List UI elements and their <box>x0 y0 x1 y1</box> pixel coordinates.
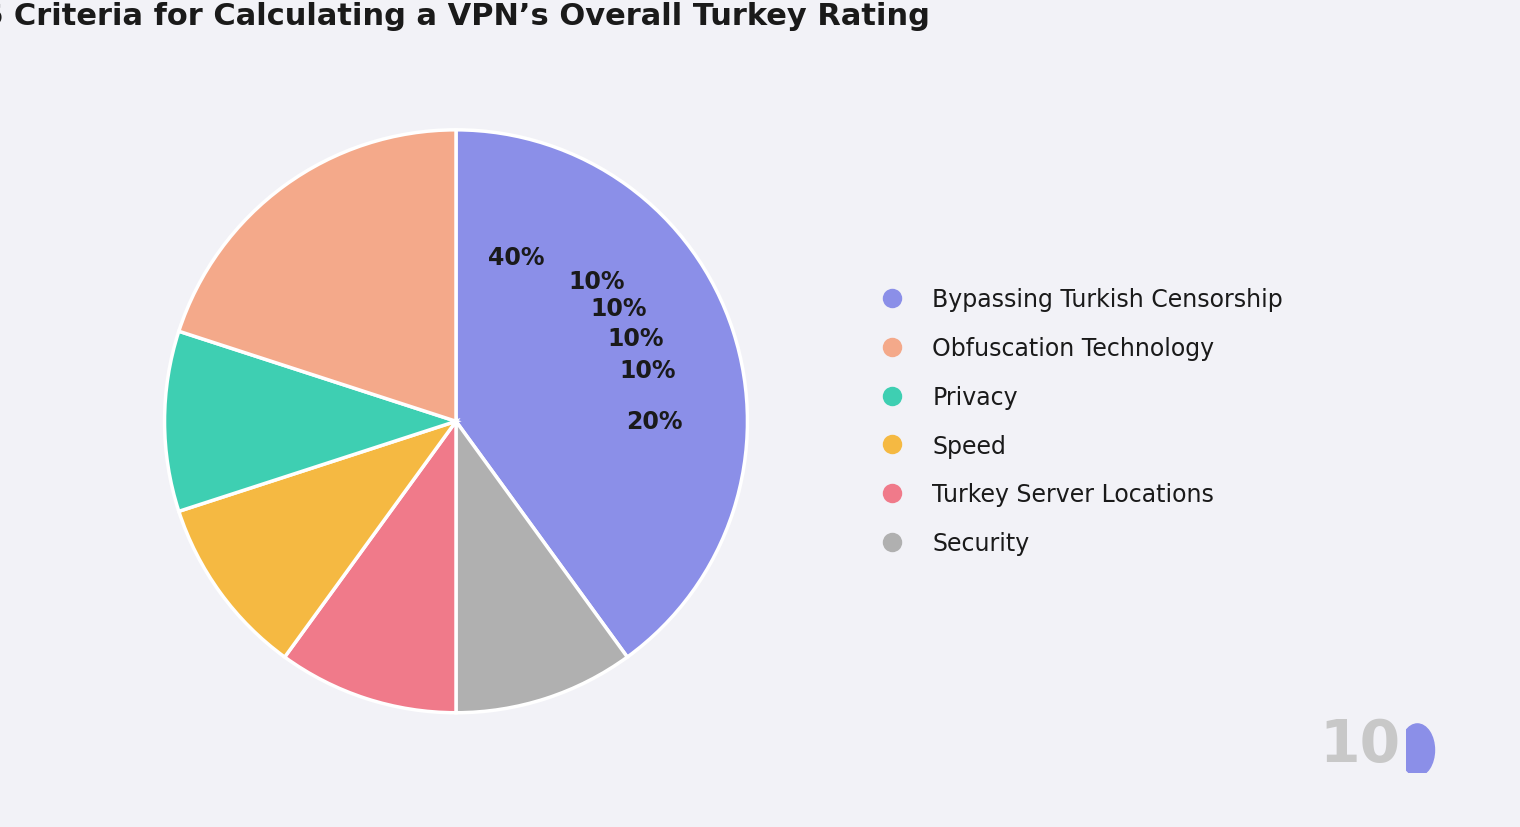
Legend: Bypassing Turkish Censorship, Obfuscation Technology, Privacy, Speed, Turkey Ser: Bypassing Turkish Censorship, Obfuscatio… <box>868 288 1283 556</box>
Circle shape <box>1400 724 1435 776</box>
Wedge shape <box>164 332 456 512</box>
Text: 10: 10 <box>1319 716 1401 772</box>
Text: 20%: 20% <box>626 410 682 433</box>
Text: 10%: 10% <box>590 296 646 320</box>
Wedge shape <box>179 422 456 657</box>
Wedge shape <box>456 422 628 713</box>
Text: 10%: 10% <box>608 326 664 350</box>
Wedge shape <box>284 422 456 713</box>
Text: 40%: 40% <box>488 246 544 270</box>
Text: 10%: 10% <box>568 270 625 294</box>
Wedge shape <box>456 131 748 657</box>
Text: 10%: 10% <box>619 359 676 383</box>
Title: 6 Criteria for Calculating a VPN’s Overall Turkey Rating: 6 Criteria for Calculating a VPN’s Overa… <box>0 2 930 31</box>
Wedge shape <box>179 131 456 422</box>
